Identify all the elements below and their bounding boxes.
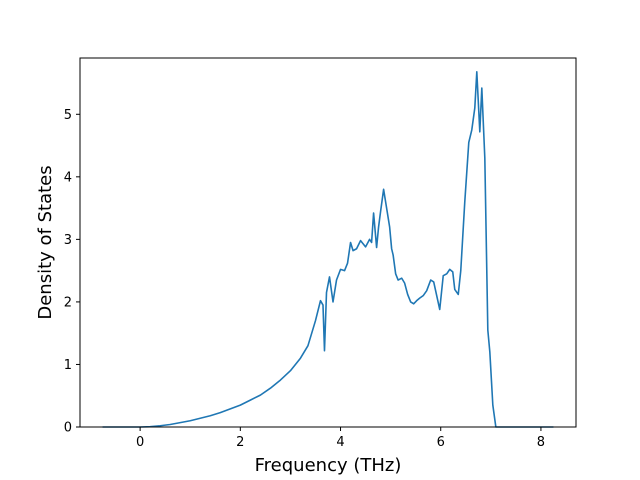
y-tick-label: 0 (64, 421, 72, 436)
plot-frame (79, 57, 577, 428)
dos-series-line (102, 70, 554, 428)
y-tick-label: 5 (64, 108, 72, 123)
y-tick-label: 1 (64, 358, 72, 373)
x-tick-label: 0 (136, 435, 144, 450)
x-tick-label: 8 (537, 435, 545, 450)
x-tick-label: 2 (236, 435, 244, 450)
y-axis: 0 1 2 3 4 5 (64, 108, 80, 436)
x-tick-label: 6 (437, 435, 445, 450)
y-tick-label: 4 (64, 170, 72, 185)
x-axis: 0 2 4 6 8 (136, 427, 545, 450)
y-tick-label: 3 (64, 233, 72, 248)
x-tick-label: 4 (336, 435, 344, 450)
x-axis-label: Frequency (THz) (255, 455, 402, 476)
y-tick-label: 2 (64, 295, 72, 310)
y-axis-label: Density of States (35, 165, 56, 319)
